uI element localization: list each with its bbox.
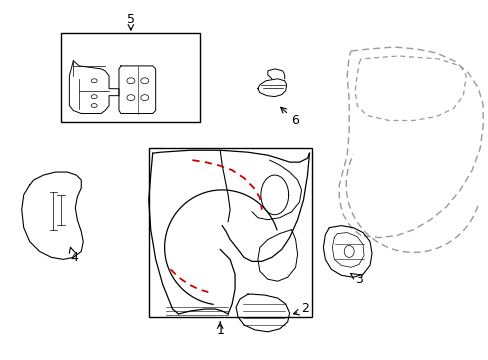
Text: 6: 6 [290, 114, 298, 127]
Text: 3: 3 [354, 273, 362, 286]
Bar [148, 148, 312, 317]
Text: 5: 5 [126, 13, 135, 26]
Text: 1: 1 [216, 324, 224, 337]
Text: 2: 2 [301, 302, 309, 315]
Text: 4: 4 [70, 251, 78, 264]
Bar [61, 33, 200, 122]
